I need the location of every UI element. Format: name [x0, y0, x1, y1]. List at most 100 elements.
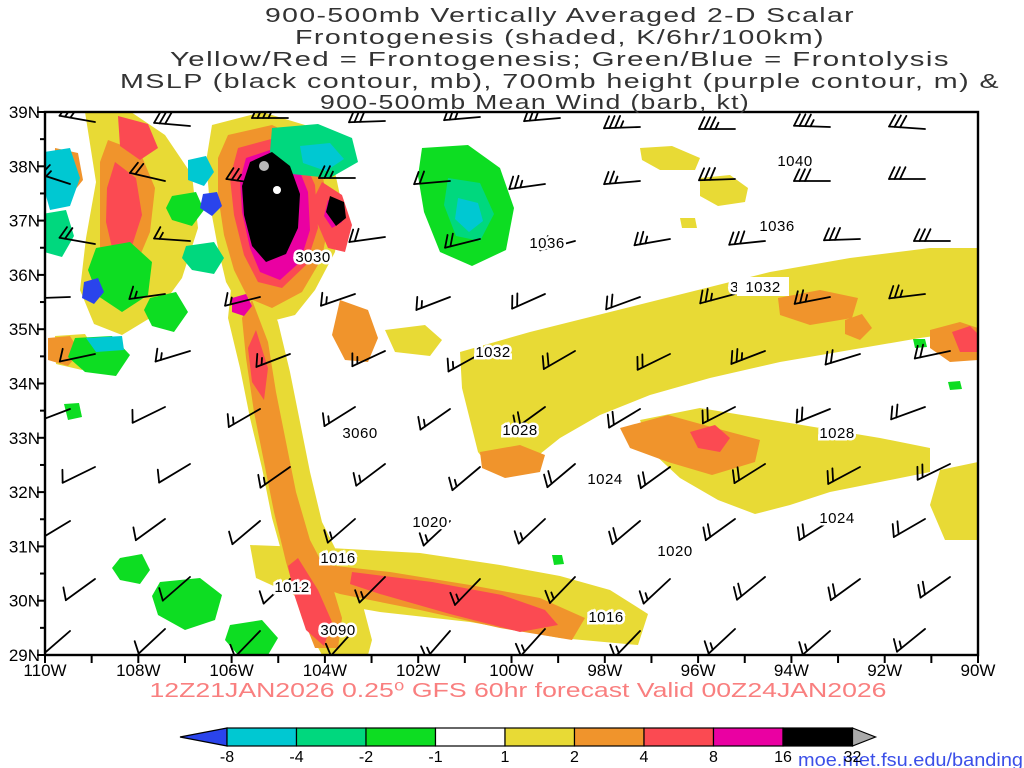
title-line-2: Frontogenesis (shaded, K/6hr/100km) [295, 27, 825, 49]
wind-barb-full-tick [804, 113, 812, 128]
wind-barb-full-tick [641, 471, 647, 486]
wind-barb-full-tick [318, 165, 326, 179]
wind-barb-half-tick [644, 235, 649, 245]
wind-barb-full-tick [58, 226, 68, 239]
wind-barb [417, 408, 451, 431]
colorbar-segment [782, 727, 854, 747]
wind-barb-full-tick [828, 227, 836, 241]
contour-label: 1020 [412, 514, 447, 531]
wind-barb-half-tick [360, 591, 365, 600]
wind-barb-staff [45, 296, 71, 299]
wind-barb [917, 576, 951, 599]
lat-axis-label: 30N [9, 592, 40, 611]
colorbar-segment [712, 727, 784, 747]
wind-barb-full-tick [523, 112, 529, 123]
wind-barb-staff [161, 576, 191, 602]
wind-barb-half-tick [614, 175, 619, 185]
credit-link[interactable]: moe.met.fsu.edu/banding [798, 750, 1023, 768]
wind-barb [226, 408, 261, 428]
contour-label: 1032 [745, 279, 780, 296]
wind-barb-staff [45, 408, 71, 420]
wind-barb-half-tick [709, 642, 714, 651]
wind-barb [512, 406, 546, 430]
wind-barb [158, 576, 191, 602]
wind-barb-full-tick [36, 409, 37, 422]
contour-label: 1032 [475, 344, 510, 361]
wind-barb [605, 293, 641, 311]
wind-barb [795, 406, 831, 424]
wind-barb-full-tick [449, 591, 456, 606]
wind-barb [444, 232, 481, 249]
wind-barb-full-tick [443, 112, 449, 122]
contour-label: 1016 [320, 550, 355, 567]
wind-barb-half-tick [158, 231, 164, 240]
wind-barb-full-tick [739, 230, 746, 245]
wind-barb-full-tick [133, 640, 140, 655]
wind-barb [255, 353, 291, 368]
wind-barb [892, 628, 926, 653]
wind-barb [131, 406, 166, 424]
wind-barb-full-tick [508, 175, 515, 190]
wind-barb-half-tick [804, 643, 808, 652]
colorbar-tick-label: 16 [774, 749, 792, 766]
colorbar-tick-label: 2 [570, 749, 579, 766]
wind-barb-full-tick [823, 227, 831, 242]
wind-barb [224, 292, 261, 307]
wind-barb-full-tick [547, 470, 553, 485]
wind-barb [514, 628, 546, 655]
wind-barb-full-tick [534, 112, 540, 122]
wind-barb-full-tick [893, 166, 901, 180]
lon-axis-label: 100W [489, 661, 533, 680]
axis-ticks [37, 111, 979, 663]
wind-barb-full-tick [230, 167, 240, 181]
wind-barb [827, 578, 861, 602]
wind-barb [703, 628, 736, 655]
wind-barb-half-tick [232, 416, 235, 426]
wind-barb-full-tick [798, 168, 806, 182]
isobar-1040 [527, 110, 978, 181]
lon-axis-label: 98W [587, 661, 622, 680]
wind-barb [153, 226, 191, 242]
colorbar-tick-label: -1 [428, 749, 442, 766]
wind-barb-half-tick [619, 120, 625, 129]
wind-barb-full-tick [892, 638, 898, 653]
wind-barb [154, 347, 191, 363]
wind-barb-full-tick [224, 292, 229, 307]
wind-barb-full-tick [132, 526, 137, 542]
wind-barb-full-tick [831, 467, 834, 483]
contour-label: 1040 [777, 153, 812, 170]
wind-barb-full-tick [444, 234, 449, 249]
wind-barb [45, 630, 71, 654]
wind-barb [446, 353, 481, 373]
contour-label: 1024 [819, 510, 854, 527]
lat-axis-label: 31N [9, 537, 40, 556]
wind-barb [637, 466, 671, 490]
contour-label: 1020 [657, 543, 692, 560]
colorbar-tick-label: -4 [289, 749, 303, 766]
wind-barb-full-tick [34, 286, 39, 298]
lat-axis-label: 37N [9, 212, 40, 231]
wind-barb [793, 113, 831, 128]
wind-barb-half-tick [229, 296, 233, 306]
wind-barb [539, 235, 576, 252]
frontogenesis-shade-black [242, 152, 346, 262]
wind-barb-full-tick [154, 347, 159, 363]
wind-barb-full-tick [164, 112, 173, 125]
contour-label-layer: 1040103610363030103230103210281028306010… [272, 151, 857, 642]
wind-barb-full-tick [225, 167, 235, 180]
wind-barb-staff [158, 463, 191, 484]
lat-axis-label: 33N [9, 429, 40, 448]
wind-barb-full-tick [58, 347, 64, 363]
wind-barb [129, 161, 166, 182]
wind-barb [58, 226, 96, 245]
wind-barb-half-tick [714, 121, 720, 130]
contour-label: 1024 [587, 471, 622, 488]
wind-barb-full-tick [544, 589, 551, 604]
wind-barb [132, 518, 166, 542]
wind-barb-full-tick [638, 590, 645, 605]
title-line-4: MSLP (black contour, mb), 700mb height (… [120, 71, 1000, 93]
axis-labels: 110W 108W 106W 104W 102W 100W 98W 96W 94W 92W 90W 3… [9, 103, 996, 680]
wind-barb-half-tick [809, 119, 815, 128]
wind-barb-full-tick [603, 115, 611, 130]
